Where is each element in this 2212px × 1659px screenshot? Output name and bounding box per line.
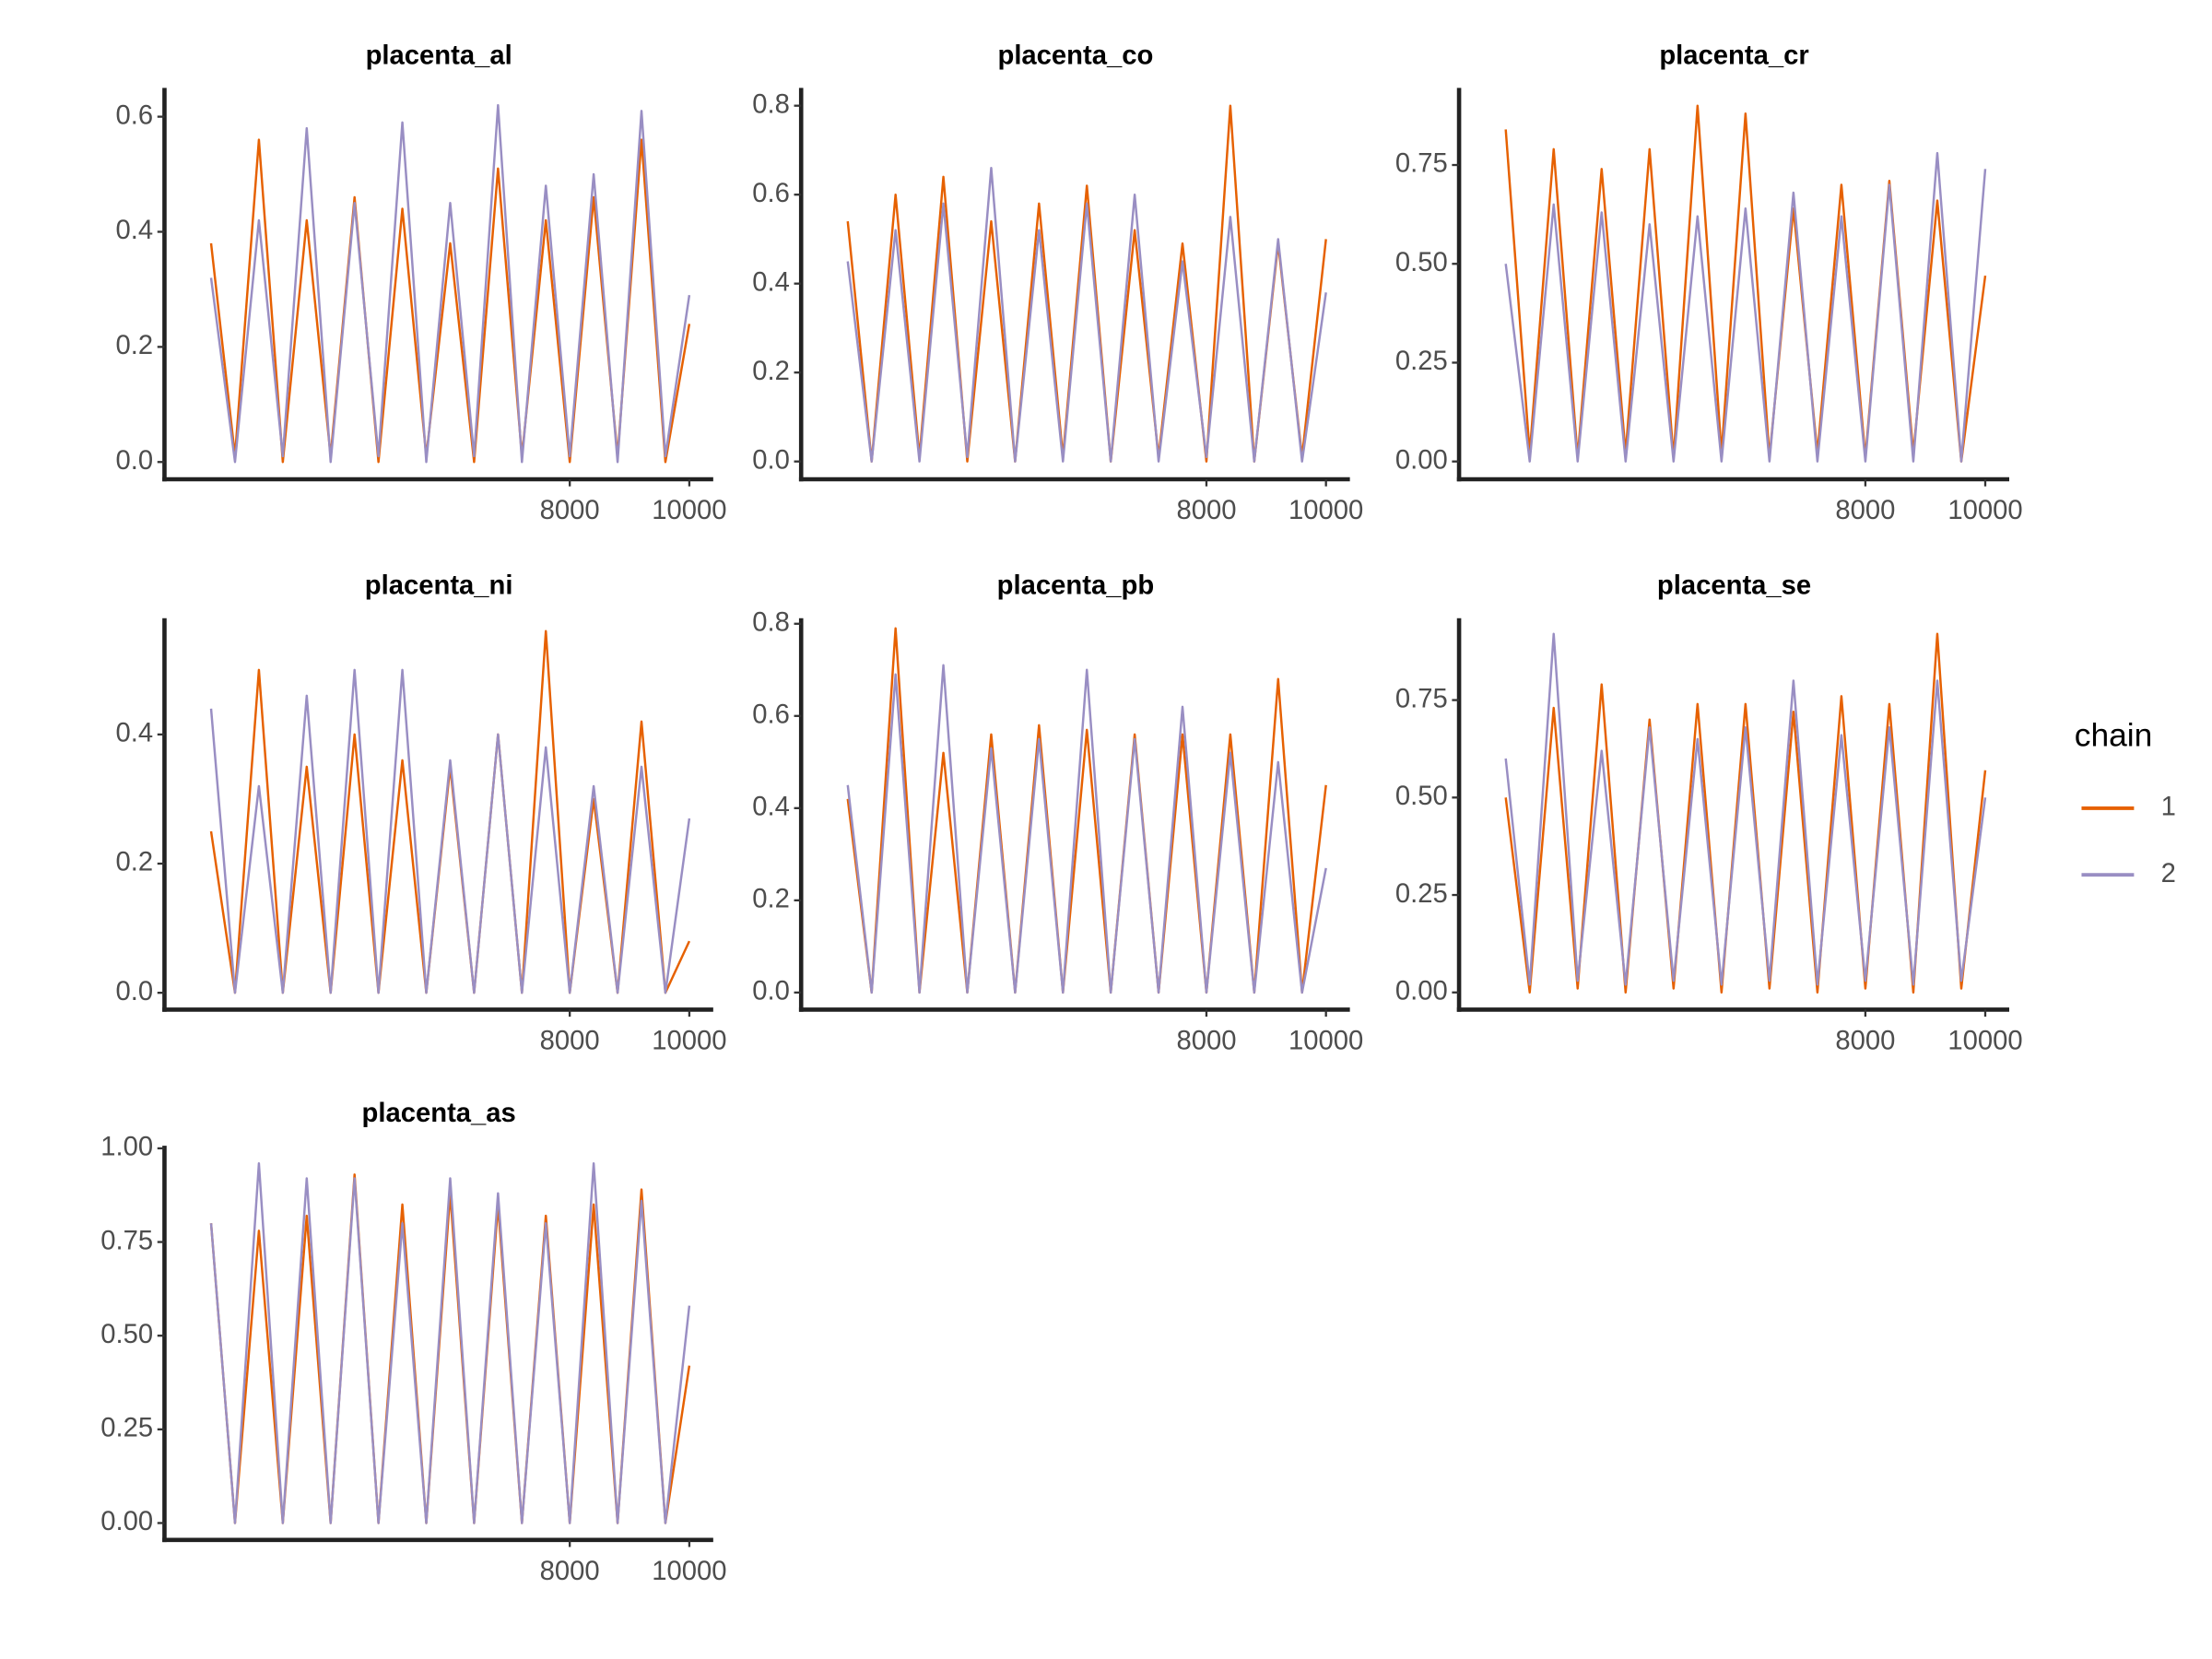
x-tick-label: 8000 [540,1557,600,1586]
y-tick-label: 0.2 [116,331,154,360]
x-tick-label: 10000 [652,496,726,525]
panel-title: placenta_ni [365,571,513,601]
legend-label: 1 [2161,793,2176,822]
y-tick-label: 0.6 [752,700,790,730]
y-tick-label: 0.0 [116,446,154,476]
y-tick-label: 0.75 [1395,149,1448,179]
x-tick-label: 10000 [1288,496,1363,525]
trace-line [846,167,1327,463]
y-tick-label: 0.2 [752,885,790,914]
y-tick-label: 0.75 [1395,684,1448,713]
legend-label: 2 [2161,859,2176,888]
x-tick-label: 10000 [1947,496,2022,525]
y-tick-label: 0.00 [100,1507,153,1536]
panel-title: placenta_as [362,1099,516,1128]
y-tick-label: 0.00 [1395,976,1448,1006]
y-tick-label: 0.50 [1395,248,1448,277]
y-tick-label: 0.2 [116,848,154,877]
trace-line [209,1161,691,1524]
y-tick-label: 0.4 [116,719,154,748]
x-tick-label: 8000 [1835,496,1895,525]
trace-line [209,103,691,464]
y-tick-label: 0.4 [116,216,154,245]
x-tick-label: 8000 [1835,1026,1895,1055]
x-tick-label: 10000 [1288,1026,1363,1055]
panel-title: placenta_cr [1659,41,1808,70]
y-tick-label: 1.00 [100,1133,153,1162]
y-tick-label: 0.00 [1395,445,1448,475]
y-tick-label: 0.8 [752,89,790,119]
y-tick-label: 0.4 [752,793,790,822]
y-tick-label: 0.50 [1395,782,1448,811]
x-tick-label: 8000 [1176,1026,1236,1055]
y-tick-label: 0.6 [752,179,790,208]
y-tick-label: 0.2 [752,357,790,386]
x-tick-label: 10000 [652,1026,726,1055]
y-tick-label: 0.75 [100,1226,153,1255]
panel-title: placenta_se [1657,571,1811,601]
x-tick-label: 8000 [1176,496,1236,525]
trace-line [1504,632,1987,986]
y-tick-label: 0.8 [752,607,790,637]
trace-line [846,664,1327,994]
x-tick-label: 10000 [1947,1026,2022,1055]
legend-title: chain [2075,717,2153,753]
y-tick-label: 0.25 [1395,879,1448,909]
x-tick-label: 8000 [540,1026,600,1055]
panel-title: placenta_co [997,41,1153,70]
y-tick-label: 0.0 [752,977,790,1006]
y-tick-label: 0.25 [1395,347,1448,376]
y-tick-label: 0.4 [752,267,790,297]
trace-line [1504,151,1987,463]
trace-line [209,668,691,994]
y-tick-label: 0.6 [116,100,154,130]
y-tick-label: 0.0 [752,445,790,475]
y-tick-label: 0.0 [116,977,154,1006]
panel-title: placenta_al [366,41,512,70]
panel-title: placenta_pb [997,571,1155,601]
x-tick-label: 8000 [540,496,600,525]
x-tick-label: 10000 [652,1557,726,1586]
y-tick-label: 0.50 [100,1320,153,1349]
y-tick-label: 0.25 [100,1414,153,1443]
